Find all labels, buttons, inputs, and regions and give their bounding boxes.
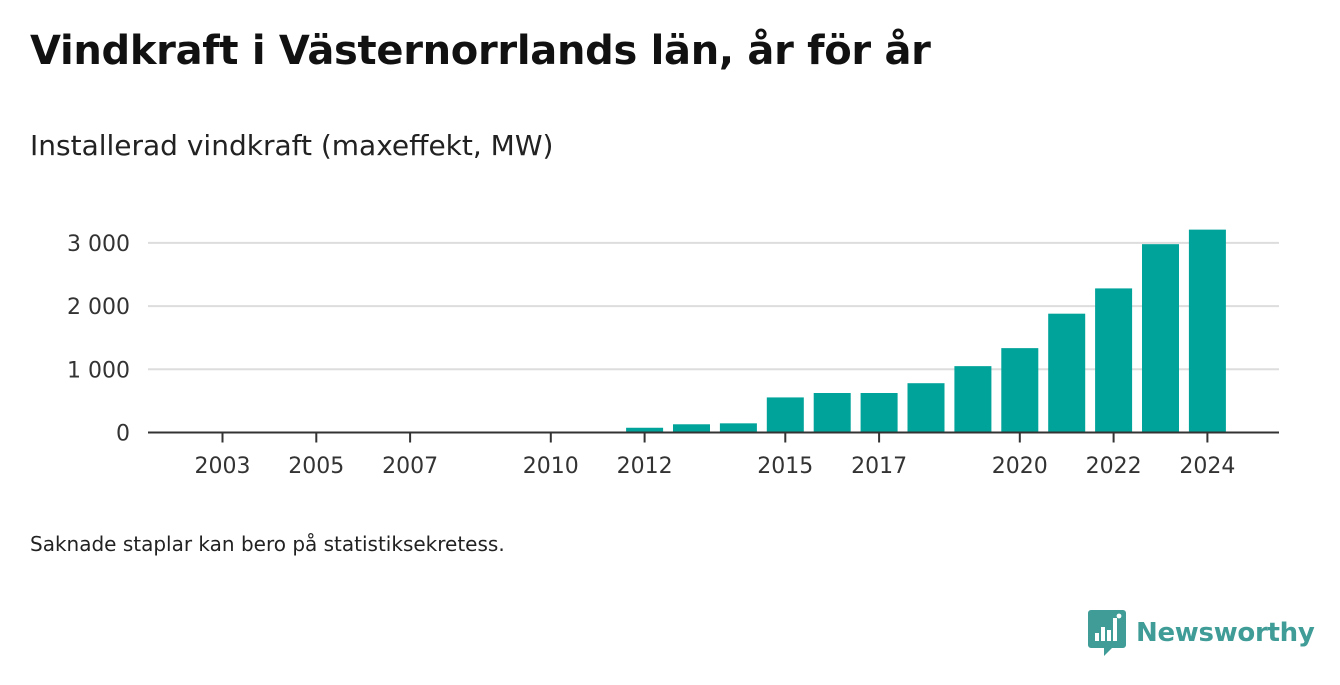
y-tick-label: 3 000 bbox=[67, 232, 130, 257]
gridlines bbox=[148, 241, 1279, 371]
x-tick-label: 2015 bbox=[757, 454, 813, 479]
bar bbox=[1001, 348, 1039, 433]
bar bbox=[1095, 288, 1133, 433]
x-tick-label: 2003 bbox=[195, 454, 251, 479]
brand-name: Newsworthy bbox=[1136, 618, 1315, 648]
chart-title: Vindkraft i Västernorrlands län, år för … bbox=[30, 28, 931, 74]
bar bbox=[673, 424, 710, 433]
brand-logo[interactable]: Newsworthy bbox=[1088, 610, 1315, 656]
footnote: Saknade staplar kan bero på statistiksek… bbox=[30, 532, 505, 556]
bar bbox=[907, 383, 945, 433]
x-tick-label: 2005 bbox=[288, 454, 344, 479]
newsworthy-logo-icon bbox=[1088, 610, 1126, 656]
y-tick-label: 1 000 bbox=[67, 358, 130, 383]
bar bbox=[626, 427, 664, 433]
x-tick-label: 2007 bbox=[382, 454, 438, 479]
x-tick-label: 2017 bbox=[851, 454, 907, 479]
x-tick-label: 2012 bbox=[617, 454, 673, 479]
bar bbox=[860, 393, 898, 433]
x-axis bbox=[148, 431, 1279, 443]
x-tick-label: 2020 bbox=[992, 454, 1048, 479]
bar bbox=[813, 393, 851, 433]
y-tick-label: 0 bbox=[116, 422, 130, 447]
chart-subtitle: Installerad vindkraft (maxeffekt, MW) bbox=[30, 129, 554, 162]
bars bbox=[204, 229, 1226, 433]
bar bbox=[1188, 229, 1226, 433]
x-tick-label: 2010 bbox=[523, 454, 579, 479]
tick-labels: 0 1 000 2 000 3 000 2003 2005 2007 2010 2012 2015… bbox=[67, 232, 1235, 479]
bar bbox=[719, 423, 757, 433]
x-tick-label: 2022 bbox=[1086, 454, 1142, 479]
bar bbox=[766, 397, 804, 433]
bar bbox=[954, 366, 992, 433]
x-tick-label: 2024 bbox=[1179, 454, 1235, 479]
y-tick-label: 2 000 bbox=[67, 295, 130, 320]
bar bbox=[1142, 244, 1179, 433]
bar-chart: 0 1 000 2 000 3 000 2003 2005 2007 2010 2012 2015… bbox=[67, 229, 1279, 479]
bar bbox=[1048, 313, 1086, 433]
